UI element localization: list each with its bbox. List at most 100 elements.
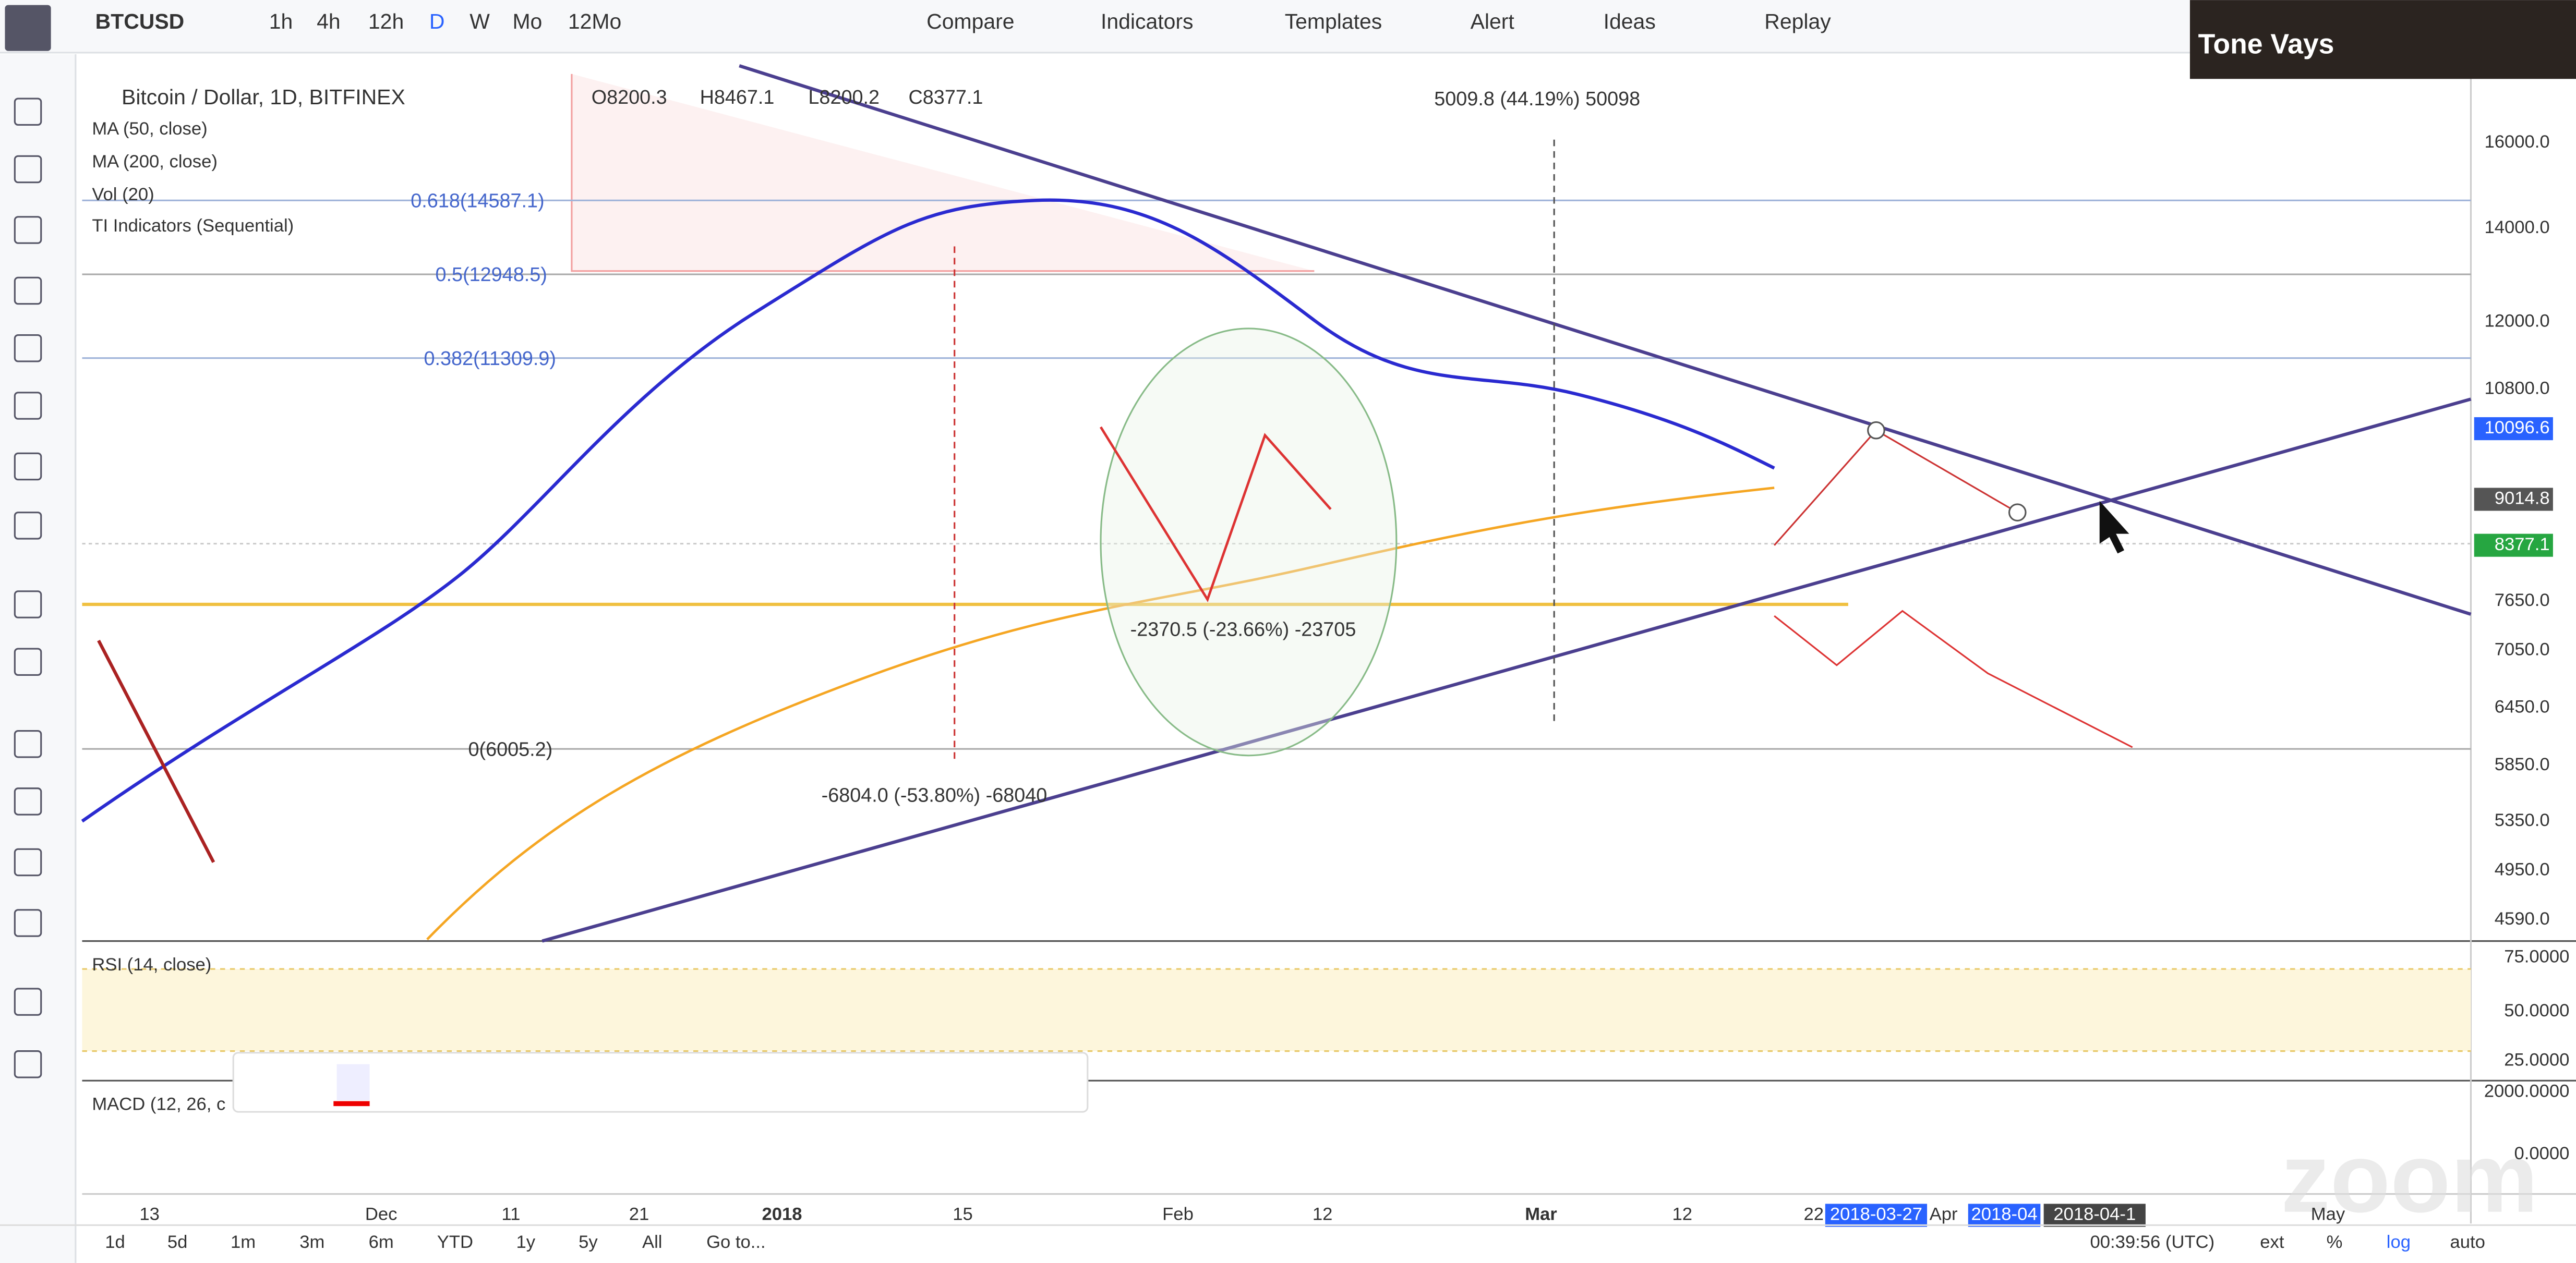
interval[interactable]: 4h [317, 9, 341, 33]
arrow [1099, 426, 1332, 603]
interval[interactable]: 12h [368, 9, 404, 33]
date-label: Dec [365, 1205, 398, 1224]
scale-option[interactable]: auto [2450, 1232, 2485, 1252]
range-button[interactable]: 1y [516, 1232, 535, 1252]
handle[interactable] [2008, 503, 2027, 522]
date-label: 2018-04 [1971, 1205, 2038, 1224]
range-button[interactable]: YTD [437, 1232, 473, 1252]
price-badge [2474, 417, 2553, 441]
range-button[interactable]: 6m [369, 1232, 394, 1252]
date-label: 21 [629, 1205, 649, 1224]
ohlc-value: C8377.1 [909, 87, 983, 108]
toolbar-button[interactable]: Templates [1285, 9, 1382, 33]
symbol[interactable]: BTCUSD [95, 9, 185, 33]
price-label: 9014.8 [2495, 489, 2550, 508]
tool-icon[interactable] [14, 730, 42, 758]
toolbar-button[interactable]: Ideas [1604, 9, 1656, 33]
interval[interactable]: 1h [269, 9, 293, 33]
macd-axis-label: 0.0000 [2514, 1144, 2569, 1163]
rsi-legend: RSI (14, close) [92, 955, 211, 975]
ma200 [426, 487, 1775, 941]
range-button[interactable]: All [642, 1232, 662, 1252]
annotation: 0.618(14587.1) [411, 190, 544, 212]
date-label: Mar [1525, 1205, 1557, 1224]
tool-icon[interactable] [14, 988, 42, 1016]
date-label: 12 [1672, 1205, 1693, 1224]
interval[interactable]: Mo [512, 9, 542, 33]
tool-icon[interactable] [14, 590, 42, 618]
range-button[interactable]: 3m [299, 1232, 324, 1252]
annotation: -6804.0 (-53.80%) -68040 [822, 784, 1048, 806]
range-button[interactable]: 5d [167, 1232, 188, 1252]
tool-icon[interactable] [14, 155, 42, 184]
arrow [97, 639, 215, 863]
toolbar-button[interactable]: Alert [1471, 9, 1515, 33]
tool-icon[interactable] [14, 392, 42, 420]
interval[interactable]: W [470, 9, 490, 33]
pen-tool[interactable] [336, 1064, 370, 1101]
ohlc-value: L8200.2 [808, 87, 880, 108]
indicator-legend[interactable]: MA (200, close) [92, 152, 218, 172]
tool-icon[interactable] [14, 512, 42, 540]
toolbar-button[interactable]: Replay [1764, 9, 1831, 33]
indicator-legend[interactable]: TI Indicators (Sequential) [92, 216, 294, 236]
price-label: 10096.6 [2484, 418, 2549, 438]
date-label: 22 [1803, 1205, 1824, 1224]
scale-option[interactable]: % [2327, 1232, 2343, 1252]
annotation: 0.5(12948.5) [436, 264, 547, 286]
video-tile [2189, 0, 2576, 79]
tool-icon[interactable] [14, 216, 42, 244]
price-badge [2474, 533, 2553, 557]
range-button[interactable]: 1m [231, 1232, 256, 1252]
annotation: -2370.5 (-23.66%) -23705 [1130, 618, 1356, 640]
price-label: 6450.0 [2495, 697, 2550, 717]
tool-icon[interactable] [14, 648, 42, 676]
indicator-legend[interactable]: MA (50, close) [92, 119, 207, 139]
toolbar-button[interactable]: Indicators [1101, 9, 1193, 33]
scale-option[interactable]: log [2387, 1232, 2411, 1252]
handle[interactable] [1867, 421, 1885, 440]
zoom-watermark: zoom [2281, 1123, 2538, 1233]
macd-axis-label: 2000.0000 [2484, 1082, 2570, 1101]
price-label: 12000.0 [2484, 311, 2549, 331]
range-button[interactable]: 5y [579, 1232, 598, 1252]
price-label: 5350.0 [2495, 810, 2550, 830]
tool-icon[interactable] [14, 848, 42, 877]
range-button[interactable]: Go to... [706, 1232, 766, 1252]
date-label: May [2311, 1205, 2345, 1224]
price-label: 10800.0 [2484, 379, 2549, 398]
interval[interactable]: 12Mo [568, 9, 621, 33]
tool-icon[interactable] [14, 909, 42, 937]
floating-toolbar[interactable] [232, 1052, 1089, 1113]
tool-icon[interactable] [14, 98, 42, 126]
top-toolbar [0, 0, 2576, 53]
pink-zone [571, 74, 1315, 272]
trend-line [739, 64, 2472, 616]
tool-icon[interactable] [14, 276, 42, 305]
date-badge [1825, 1204, 1928, 1227]
participant-name: Tone Vays [2198, 29, 2334, 59]
indicator-legend[interactable]: Vol (20) [92, 185, 154, 204]
tool-icon[interactable] [14, 452, 42, 481]
date-label: 13 [139, 1205, 160, 1224]
cup-pattern [1100, 327, 1398, 757]
interval[interactable]: D [429, 9, 445, 33]
date-label: Apr [1930, 1205, 1958, 1224]
tool-icon[interactable] [14, 787, 42, 816]
scale-option[interactable]: ext [2260, 1232, 2284, 1252]
date-label: 15 [953, 1205, 973, 1224]
annotation: 5009.8 (44.19%) 50098 [1434, 88, 1640, 110]
date-badge [1968, 1204, 2041, 1227]
rsi-axis-label: 25.0000 [2504, 1050, 2569, 1070]
rsi-band [82, 969, 2471, 1051]
clock: 00:39:56 (UTC) [2090, 1232, 2215, 1252]
range-button[interactable]: 1d [105, 1232, 125, 1252]
date-label: 2018-04-1 [2053, 1205, 2136, 1224]
avatar[interactable] [5, 5, 51, 51]
tool-icon[interactable] [14, 334, 42, 362]
tool-icon[interactable] [14, 1050, 42, 1078]
projection [1774, 610, 2133, 748]
toolbar-button[interactable]: Compare [926, 9, 1014, 33]
price-label: 8377.1 [2495, 535, 2550, 554]
